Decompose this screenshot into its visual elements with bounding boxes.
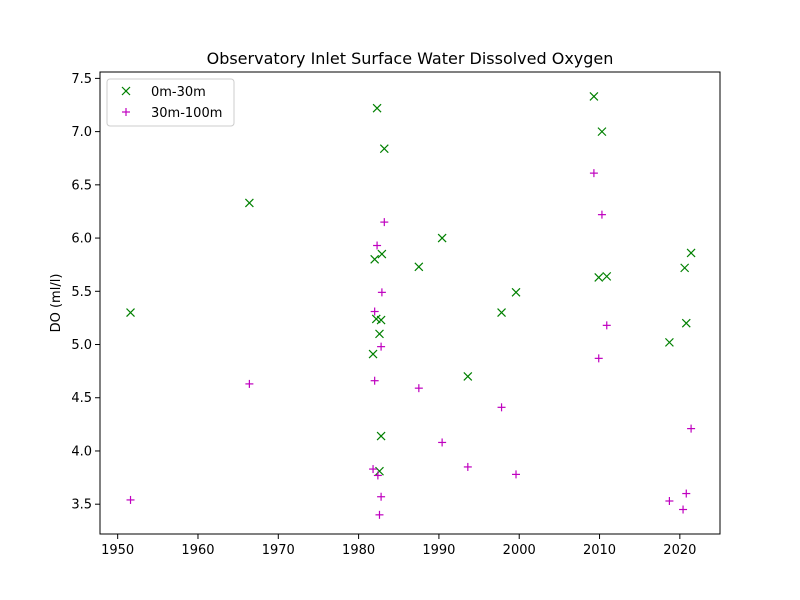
x-tick-label: 1960 bbox=[181, 543, 214, 558]
point-0m-30m bbox=[589, 92, 599, 101]
x-axis: 1950 1960 1970 1980 1990 2000 2010 2020 bbox=[101, 534, 696, 558]
point-30m-100m bbox=[126, 495, 135, 504]
point-0m-30m bbox=[686, 248, 696, 258]
point-0m-30m bbox=[372, 103, 382, 113]
point-30m-100m bbox=[438, 438, 447, 447]
point-30m-100m bbox=[463, 462, 472, 471]
point-0m-30m bbox=[681, 318, 691, 328]
point-30m-100m bbox=[373, 241, 382, 250]
point-0m-30m bbox=[463, 372, 473, 381]
point-30m-100m bbox=[377, 288, 386, 297]
legend-x-marker bbox=[121, 86, 131, 96]
point-30m-100m bbox=[597, 210, 606, 219]
point-30m-100m bbox=[377, 342, 386, 351]
point-0m-30m bbox=[594, 273, 604, 282]
y-tick-label: 4.0 bbox=[71, 444, 92, 459]
point-30m-100m bbox=[414, 384, 423, 393]
y-tick-label: 6.5 bbox=[71, 178, 92, 193]
point-30m-100m bbox=[679, 505, 688, 514]
y-tick-label: 7.0 bbox=[71, 125, 92, 140]
point-30m-100m bbox=[370, 307, 379, 316]
point-0m-30m bbox=[375, 466, 384, 476]
legend-label-0m-30m: 0m-30m bbox=[151, 85, 206, 100]
point-30m-100m bbox=[380, 218, 389, 227]
x-tick-label: 1990 bbox=[422, 543, 455, 558]
point-30m-100m bbox=[370, 376, 379, 385]
legend-label-30m-100m: 30m-100m bbox=[151, 106, 222, 121]
point-30m-100m bbox=[369, 465, 378, 474]
point-0m-30m bbox=[368, 349, 378, 359]
points-layer bbox=[126, 92, 696, 519]
y-axis: 3.5 4.0 4.5 5.0 5.5 6.0 6.5 7.0 7.5 bbox=[71, 72, 100, 513]
point-30m-100m bbox=[589, 169, 598, 178]
point-0m-30m bbox=[680, 263, 690, 273]
point-30m-100m bbox=[245, 379, 254, 388]
point-0m-30m bbox=[597, 127, 607, 137]
y-tick-label: 5.5 bbox=[71, 285, 92, 300]
y-tick-label: 4.5 bbox=[71, 391, 92, 406]
legend-marker-30m-100m bbox=[122, 108, 130, 116]
point-30m-100m bbox=[682, 489, 691, 498]
point-0m-30m bbox=[376, 431, 386, 441]
y-tick-label: 7.5 bbox=[71, 72, 92, 87]
point-0m-30m bbox=[664, 337, 674, 347]
x-tick-label: 1980 bbox=[342, 543, 375, 558]
point-0m-30m bbox=[511, 287, 521, 297]
point-0m-30m bbox=[375, 329, 384, 339]
point-0m-30m bbox=[602, 271, 612, 281]
point-30m-100m bbox=[373, 471, 382, 480]
x-tick-label: 2010 bbox=[583, 543, 616, 558]
plot-area-frame bbox=[99, 71, 721, 535]
point-0m-30m bbox=[370, 254, 380, 264]
point-30m-100m bbox=[377, 492, 386, 501]
point-30m-100m bbox=[512, 470, 521, 479]
x-tick-label: 1950 bbox=[101, 543, 134, 558]
point-30m-100m bbox=[665, 497, 674, 505]
legend-plus-marker bbox=[122, 108, 130, 116]
y-tick-label: 6.0 bbox=[71, 232, 92, 247]
point-0m-30m bbox=[497, 308, 506, 318]
y-axis-label: DO (ml/l) bbox=[49, 274, 64, 333]
point-30m-100m bbox=[687, 424, 696, 433]
point-0m-30m bbox=[244, 198, 254, 208]
point-30m-100m bbox=[497, 403, 506, 412]
legend-marker-0m-30m bbox=[121, 86, 131, 96]
chart-title: Observatory Inlet Surface Water Dissolve… bbox=[207, 49, 614, 68]
point-0m-30m bbox=[437, 233, 447, 243]
legend-box bbox=[106, 78, 235, 127]
point-30m-100m bbox=[375, 510, 384, 519]
point-30m-100m bbox=[602, 321, 611, 330]
point-0m-30m bbox=[414, 262, 424, 272]
x-tick-label: 2020 bbox=[663, 543, 696, 558]
point-0m-30m bbox=[379, 144, 389, 154]
x-tick-label: 1970 bbox=[262, 543, 295, 558]
point-0m-30m bbox=[377, 249, 387, 259]
y-tick-label: 5.0 bbox=[71, 338, 92, 353]
point-0m-30m bbox=[126, 308, 135, 318]
point-30m-100m bbox=[594, 354, 603, 363]
y-tick-label: 3.5 bbox=[71, 498, 92, 513]
point-0m-30m bbox=[376, 315, 386, 325]
x-tick-label: 2000 bbox=[503, 543, 536, 558]
legend: 0m-30m 30m-100m bbox=[106, 78, 235, 127]
